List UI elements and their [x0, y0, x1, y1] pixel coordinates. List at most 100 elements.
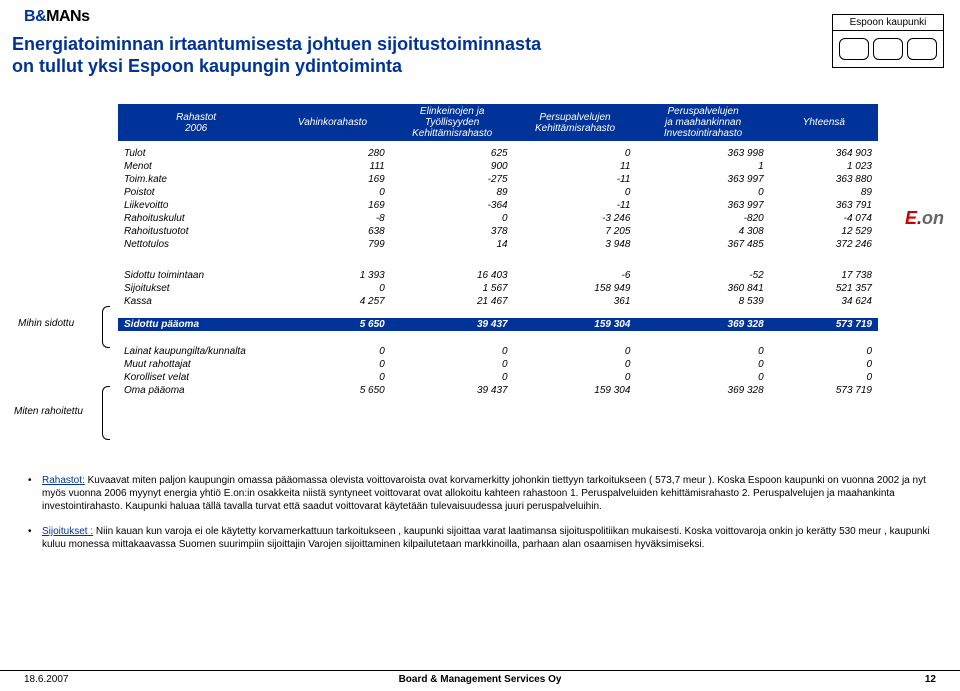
- row-label: Lainat kaupungilta/kunnalta: [118, 345, 274, 358]
- table-row: Toim.kate169-275-11363 997363 880: [118, 173, 878, 186]
- org-badge-title: Espoon kaupunki: [833, 15, 943, 31]
- title-line-2: on tullut yksi Espoon kaupungin ydintoim…: [12, 56, 541, 78]
- cell-value: 0: [514, 147, 637, 160]
- table-row: Rahoitustuotot6383787 2054 30812 529: [118, 225, 878, 238]
- cell-value: -275: [391, 173, 514, 186]
- cell-value: 34 624: [770, 295, 878, 308]
- th-c1: Vahinkorahasto: [274, 104, 391, 141]
- note-text: Kuvaavat miten paljon kaupungin omassa p…: [42, 475, 926, 512]
- spacer-row: [118, 331, 878, 345]
- table-row: Sidottu toimintaan1 39316 403-6-5217 738: [118, 269, 878, 282]
- note-item: Sijoitukset : Niin kauan kun varoja ei o…: [28, 525, 932, 551]
- cell-value: 14: [391, 238, 514, 251]
- side-label-miten: Miten rahoitettu: [14, 406, 83, 417]
- cell-value: 0: [636, 358, 769, 371]
- notes-list: Rahastot: Kuvaavat miten paljon kaupungi…: [28, 474, 932, 563]
- cell-value: 39 437: [391, 318, 514, 331]
- cell-value: 0: [636, 345, 769, 358]
- cell-value: 0: [274, 345, 391, 358]
- cell-value: 367 485: [636, 238, 769, 251]
- cell-value: 625: [391, 147, 514, 160]
- cell-value: 573 719: [770, 384, 878, 397]
- logo: B&MANs: [24, 8, 89, 26]
- cell-value: 361: [514, 295, 637, 308]
- cell-value: 5 650: [274, 318, 391, 331]
- cell-value: 0: [636, 186, 769, 199]
- eon-logo: E.on: [905, 208, 944, 229]
- cell-value: 159 304: [514, 384, 637, 397]
- cell-value: 89: [391, 186, 514, 199]
- row-label: Toim.kate: [118, 173, 274, 186]
- cell-value: 0: [514, 186, 637, 199]
- row-label: Menot: [118, 160, 274, 173]
- cell-value: 8 539: [636, 295, 769, 308]
- cell-value: 363 998: [636, 147, 769, 160]
- spacer-row: [118, 251, 878, 269]
- cell-value: -364: [391, 199, 514, 212]
- footer: 18.6.2007 Board & Management Services Oy…: [0, 670, 960, 685]
- cell-value: 0: [770, 371, 878, 384]
- cell-value: 280: [274, 147, 391, 160]
- table-row: Sijoitukset01 567158 949360 841521 357: [118, 282, 878, 295]
- note-lead: Rahastot:: [42, 475, 85, 486]
- cell-value: 0: [274, 282, 391, 295]
- badge-box-icon: [873, 38, 903, 60]
- cell-value: 7 205: [514, 225, 637, 238]
- cell-value: -820: [636, 212, 769, 225]
- table-row: Sidottu pääoma5 65039 437159 304369 3285…: [118, 318, 878, 331]
- financial-table: Rahastot2006 Vahinkorahasto Elinkeinojen…: [118, 104, 878, 397]
- cell-value: 3 948: [514, 238, 637, 251]
- row-label: Oma pääoma: [118, 384, 274, 397]
- cell-value: 0: [274, 186, 391, 199]
- cell-value: 0: [274, 371, 391, 384]
- logo-mans: MANs: [46, 8, 89, 25]
- th-rowhead: Rahastot2006: [118, 104, 274, 141]
- badge-box-icon: [839, 38, 869, 60]
- th-c4: Peruspalvelujenja maahankinnanInvestoint…: [636, 104, 769, 141]
- title-line-1: Energiatoiminnan irtaantumisesta johtuen…: [12, 34, 541, 56]
- cell-value: 0: [514, 345, 637, 358]
- cell-value: 363 997: [636, 199, 769, 212]
- cell-value: 1 393: [274, 269, 391, 282]
- row-label: Nettotulos: [118, 238, 274, 251]
- cell-value: 21 467: [391, 295, 514, 308]
- cell-value: 4 257: [274, 295, 391, 308]
- cell-value: 11: [514, 160, 637, 173]
- eon-on: on: [922, 208, 944, 228]
- th-c3: PersupalvelujenKehittämisrahasto: [514, 104, 637, 141]
- cell-value: 363 791: [770, 199, 878, 212]
- footer-center: Board & Management Services Oy: [0, 674, 960, 685]
- cell-value: 0: [636, 371, 769, 384]
- cell-value: 372 246: [770, 238, 878, 251]
- cell-value: 638: [274, 225, 391, 238]
- cell-value: 4 308: [636, 225, 769, 238]
- cell-value: 360 841: [636, 282, 769, 295]
- cell-value: 12 529: [770, 225, 878, 238]
- row-label: Rahoituskulut: [118, 212, 274, 225]
- row-label: Rahoitustuotot: [118, 225, 274, 238]
- cell-value: 0: [391, 371, 514, 384]
- logo-b: B: [24, 8, 35, 25]
- cell-value: 1 023: [770, 160, 878, 173]
- bracket-icon: [102, 386, 110, 440]
- table-row: Tulot2806250363 998364 903: [118, 147, 878, 160]
- cell-value: 369 328: [636, 318, 769, 331]
- badge-box-icon: [907, 38, 937, 60]
- row-label: Sidottu pääoma: [118, 318, 274, 331]
- cell-value: 0: [514, 358, 637, 371]
- cell-value: -8: [274, 212, 391, 225]
- table-row: Poistot0890089: [118, 186, 878, 199]
- cell-value: 799: [274, 238, 391, 251]
- th-c5: Yhteensä: [770, 104, 878, 141]
- note-lead: Sijoitukset :: [42, 526, 93, 537]
- row-label: Liikevoitto: [118, 199, 274, 212]
- bracket-icon: [102, 306, 110, 348]
- table-row: Kassa4 25721 4673618 53934 624: [118, 295, 878, 308]
- row-label: Poistot: [118, 186, 274, 199]
- table-row: Lainat kaupungilta/kunnalta00000: [118, 345, 878, 358]
- table-header: Rahastot2006 Vahinkorahasto Elinkeinojen…: [118, 104, 878, 141]
- th-c2: Elinkeinojen jaTyöllisyydenKehittämisrah…: [391, 104, 514, 141]
- cell-value: 5 650: [274, 384, 391, 397]
- table-row: Rahoituskulut-80-3 246-820-4 074: [118, 212, 878, 225]
- note-text: Niin kauan kun varoja ei ole käytetty ko…: [42, 526, 930, 550]
